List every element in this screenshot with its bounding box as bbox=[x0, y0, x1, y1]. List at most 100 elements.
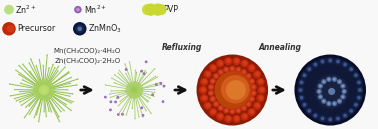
Ellipse shape bbox=[155, 76, 156, 77]
Ellipse shape bbox=[332, 101, 337, 106]
Ellipse shape bbox=[318, 83, 323, 89]
Ellipse shape bbox=[342, 61, 348, 68]
Ellipse shape bbox=[109, 94, 110, 95]
Ellipse shape bbox=[43, 111, 45, 112]
Ellipse shape bbox=[338, 80, 341, 83]
Ellipse shape bbox=[322, 100, 325, 103]
Ellipse shape bbox=[138, 116, 139, 118]
Ellipse shape bbox=[206, 71, 211, 76]
Ellipse shape bbox=[21, 104, 22, 106]
Ellipse shape bbox=[235, 66, 242, 73]
Ellipse shape bbox=[140, 71, 141, 72]
Ellipse shape bbox=[140, 106, 143, 109]
Ellipse shape bbox=[242, 61, 247, 66]
Ellipse shape bbox=[312, 61, 319, 68]
Ellipse shape bbox=[223, 66, 229, 73]
Ellipse shape bbox=[197, 54, 268, 126]
Ellipse shape bbox=[57, 70, 59, 72]
Ellipse shape bbox=[70, 77, 72, 78]
Ellipse shape bbox=[349, 67, 353, 71]
Ellipse shape bbox=[224, 115, 232, 123]
Ellipse shape bbox=[199, 86, 207, 94]
Ellipse shape bbox=[200, 94, 208, 102]
Ellipse shape bbox=[298, 79, 305, 86]
Ellipse shape bbox=[259, 79, 263, 84]
Ellipse shape bbox=[19, 101, 21, 103]
Ellipse shape bbox=[306, 108, 313, 114]
Ellipse shape bbox=[348, 108, 355, 114]
Ellipse shape bbox=[160, 83, 161, 84]
Ellipse shape bbox=[248, 108, 256, 116]
Text: Precursor: Precursor bbox=[17, 24, 56, 33]
Ellipse shape bbox=[141, 114, 144, 117]
Ellipse shape bbox=[7, 25, 14, 32]
Ellipse shape bbox=[300, 81, 303, 84]
Ellipse shape bbox=[125, 69, 127, 70]
Ellipse shape bbox=[150, 113, 152, 114]
Ellipse shape bbox=[342, 85, 344, 87]
Ellipse shape bbox=[153, 5, 163, 15]
Ellipse shape bbox=[343, 90, 345, 93]
Ellipse shape bbox=[237, 68, 240, 71]
Ellipse shape bbox=[328, 88, 335, 95]
Ellipse shape bbox=[301, 102, 308, 108]
Ellipse shape bbox=[114, 74, 115, 76]
Ellipse shape bbox=[306, 66, 313, 72]
Ellipse shape bbox=[327, 102, 330, 105]
Ellipse shape bbox=[328, 59, 332, 62]
Ellipse shape bbox=[240, 59, 249, 68]
Ellipse shape bbox=[24, 117, 25, 118]
Ellipse shape bbox=[354, 103, 358, 107]
Ellipse shape bbox=[259, 95, 263, 100]
Ellipse shape bbox=[163, 85, 166, 87]
Ellipse shape bbox=[22, 63, 23, 65]
Ellipse shape bbox=[209, 64, 217, 72]
Ellipse shape bbox=[232, 57, 241, 65]
Ellipse shape bbox=[255, 103, 260, 108]
Ellipse shape bbox=[76, 84, 77, 86]
Ellipse shape bbox=[241, 105, 247, 111]
Ellipse shape bbox=[231, 67, 234, 70]
Ellipse shape bbox=[225, 109, 228, 112]
Ellipse shape bbox=[110, 100, 112, 103]
Ellipse shape bbox=[2, 22, 16, 35]
Ellipse shape bbox=[157, 76, 158, 78]
Ellipse shape bbox=[343, 114, 347, 117]
Ellipse shape bbox=[319, 115, 326, 122]
Ellipse shape bbox=[156, 84, 157, 85]
Ellipse shape bbox=[307, 67, 311, 71]
Ellipse shape bbox=[240, 112, 249, 121]
Ellipse shape bbox=[146, 110, 147, 111]
Ellipse shape bbox=[214, 70, 254, 110]
Ellipse shape bbox=[235, 107, 242, 114]
Ellipse shape bbox=[342, 112, 348, 119]
Ellipse shape bbox=[256, 78, 265, 86]
Ellipse shape bbox=[349, 109, 353, 113]
Ellipse shape bbox=[216, 59, 224, 68]
Ellipse shape bbox=[209, 78, 216, 84]
Ellipse shape bbox=[39, 59, 40, 60]
Ellipse shape bbox=[237, 109, 240, 112]
Ellipse shape bbox=[70, 110, 72, 111]
Ellipse shape bbox=[9, 83, 11, 85]
Ellipse shape bbox=[152, 94, 153, 95]
Ellipse shape bbox=[327, 57, 333, 64]
Ellipse shape bbox=[68, 71, 70, 73]
Ellipse shape bbox=[242, 70, 246, 74]
Ellipse shape bbox=[118, 114, 119, 115]
Ellipse shape bbox=[58, 116, 60, 118]
Ellipse shape bbox=[208, 84, 214, 90]
Ellipse shape bbox=[358, 88, 362, 92]
Ellipse shape bbox=[48, 67, 50, 69]
Ellipse shape bbox=[356, 79, 362, 86]
Ellipse shape bbox=[257, 86, 266, 94]
Ellipse shape bbox=[348, 66, 355, 72]
Ellipse shape bbox=[69, 95, 71, 97]
Ellipse shape bbox=[143, 115, 144, 116]
Ellipse shape bbox=[65, 104, 67, 105]
Ellipse shape bbox=[76, 8, 80, 11]
Ellipse shape bbox=[125, 68, 127, 71]
Ellipse shape bbox=[143, 116, 144, 118]
Text: $\mathregular{ZnMnO_3}$: $\mathregular{ZnMnO_3}$ bbox=[88, 23, 122, 35]
Ellipse shape bbox=[250, 79, 254, 83]
